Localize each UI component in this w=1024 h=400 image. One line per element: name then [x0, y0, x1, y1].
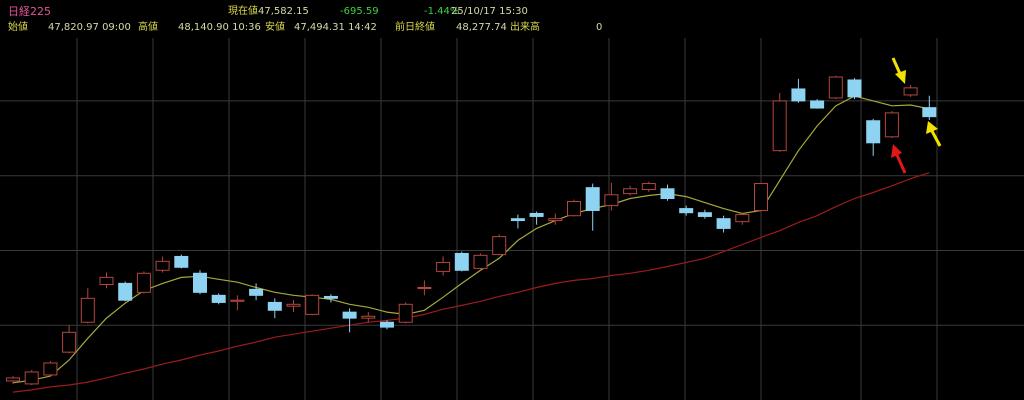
change-pct: -1.44% [424, 6, 459, 17]
candle-body [136, 272, 151, 293]
candle-body [529, 212, 544, 217]
candle-body [267, 301, 282, 311]
candle-body [342, 311, 357, 319]
symbol: 日経225 [8, 5, 51, 18]
candle-body [118, 282, 133, 301]
plot [0, 75, 1024, 393]
candle-body [230, 299, 245, 302]
candle-body [660, 188, 675, 200]
candle-body [585, 187, 600, 211]
candle-body [884, 112, 899, 138]
arrow-head [891, 144, 902, 158]
candle-body [398, 303, 413, 323]
value: 47,494.31 14:42 [294, 22, 377, 33]
arrow [895, 154, 907, 174]
label: 出来高 [510, 20, 540, 33]
candle-body [903, 87, 918, 96]
arrow [930, 130, 942, 147]
candle-body [604, 194, 619, 207]
candle-body [361, 315, 376, 319]
candle-body [193, 272, 207, 293]
candle-body [24, 371, 39, 385]
candle-body [828, 76, 843, 99]
candle-body [286, 303, 301, 307]
label: 現在値 [228, 4, 258, 17]
label: 安値 [265, 20, 285, 33]
candle-body [99, 276, 114, 285]
value: 0 [596, 22, 602, 33]
candle-body [417, 286, 432, 289]
candle-body [623, 188, 638, 195]
candle-body [323, 295, 338, 299]
candle-body [716, 218, 731, 229]
value: 47,820.97 09:00 [48, 22, 131, 33]
candle-body [436, 261, 451, 272]
candle-body [735, 214, 750, 223]
candle-body [155, 260, 170, 271]
candle-body [697, 212, 712, 217]
arrow-head [895, 70, 906, 84]
candle-body [679, 208, 694, 214]
candle-body [922, 107, 937, 118]
candle-body [80, 297, 95, 323]
candle-body [454, 252, 469, 271]
change: -695.59 [340, 6, 379, 17]
candle-body [473, 254, 488, 269]
candle-body [380, 321, 394, 328]
candle-body [43, 362, 58, 376]
candle-body [791, 88, 806, 102]
annotation-arrows [891, 57, 942, 174]
arrow-head [926, 121, 938, 134]
candle-body [211, 294, 226, 303]
candle-body [754, 183, 768, 211]
moving-average [12, 95, 930, 384]
value: 47,582.15 [258, 6, 309, 17]
candle-body [249, 288, 264, 296]
moving-average [12, 172, 930, 393]
value: 48,140.90 10:36 [178, 22, 261, 33]
label: 高値 [138, 20, 158, 33]
candle-body [810, 100, 825, 109]
candle-body [548, 218, 563, 222]
candle-body [174, 255, 189, 268]
candle-body [6, 377, 20, 382]
candle-body [847, 79, 862, 98]
candle-body [567, 200, 581, 217]
label: 始値 [8, 20, 28, 33]
value: 48,277.74 [456, 22, 507, 33]
candle-body [62, 331, 77, 353]
candle-body [492, 236, 507, 256]
candle-body [641, 183, 656, 191]
candle-body [305, 294, 320, 315]
datetime: 25/10/17 15:30 [451, 6, 528, 17]
candle-body [866, 120, 881, 144]
label: 前日終値 [395, 20, 435, 33]
candle-body [772, 100, 787, 152]
candle-body [510, 218, 525, 222]
